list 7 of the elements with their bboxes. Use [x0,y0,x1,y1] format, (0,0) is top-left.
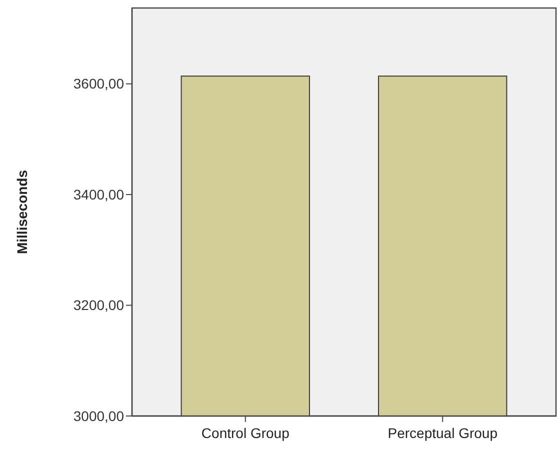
y-tick-label: 3200,00 [73,297,124,314]
x-tick-label: Perceptual Group [388,425,498,441]
x-tick-label: Control Group [201,425,290,441]
y-tick-label: 3000,00 [73,408,124,424]
y-tick-label: 3400,00 [73,186,124,202]
y-axis-title: Milliseconds [14,170,30,254]
y-tick-label: 3600,00 [73,76,124,92]
